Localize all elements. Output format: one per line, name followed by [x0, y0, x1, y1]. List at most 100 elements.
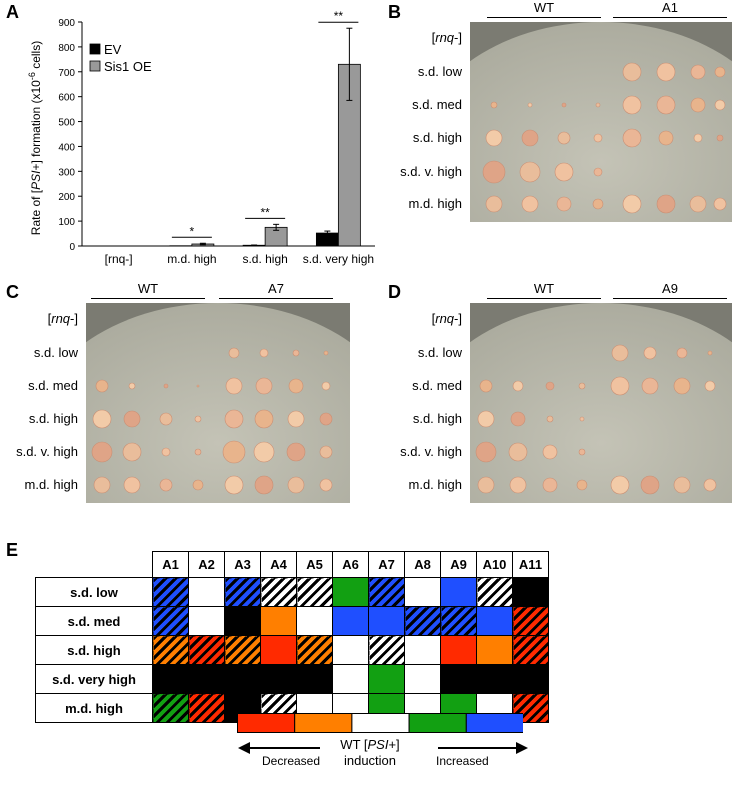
heatmap-cell — [332, 664, 369, 694]
arrow-right-icon — [516, 742, 528, 754]
colony-spot — [542, 477, 558, 493]
heatmap-row-label: s.d. med — [35, 606, 153, 636]
plate-row-label: s.d. low — [417, 345, 462, 360]
panel-letter-e: E — [6, 540, 19, 560]
colony-spot — [557, 131, 571, 145]
colony-spot — [477, 410, 495, 428]
colony-spot — [610, 376, 630, 396]
heatmap-cell — [260, 664, 297, 694]
heatmap-cell — [152, 664, 189, 694]
colony-spot — [595, 102, 601, 108]
scale-title-italic: PSI — [367, 737, 389, 752]
legend-swatch — [89, 60, 101, 72]
colony-spot — [510, 411, 526, 427]
strain-label: A7 — [268, 281, 284, 296]
heatmap-column-label: A9 — [440, 551, 477, 578]
colony-spot — [228, 347, 240, 359]
colony-spot — [622, 128, 642, 148]
legend-swatch — [89, 43, 101, 55]
heatmap-column-label: A8 — [404, 551, 441, 578]
colony-spot — [225, 377, 243, 395]
heatmap-cell — [260, 606, 297, 636]
heatmap-row-label: s.d. low — [35, 577, 153, 607]
heatmap-row-label: m.d. high — [35, 693, 153, 723]
plate-row-label: s.d. med — [412, 97, 462, 112]
colony-spot — [222, 440, 246, 464]
colony-spot — [482, 160, 506, 184]
strain-underline — [219, 298, 333, 299]
colony-spot — [477, 476, 495, 494]
colony-spot — [704, 380, 716, 392]
plate-row-label: s.d. low — [33, 345, 78, 360]
colony-spot — [479, 379, 493, 393]
heatmap-cell — [332, 635, 369, 665]
plate-row-label: s.d. high — [28, 411, 78, 426]
colony-spot — [123, 410, 141, 428]
strain-label: WT — [533, 0, 555, 15]
plate-row-label: s.d. v. high — [16, 444, 78, 459]
colony-spot — [714, 99, 726, 111]
heatmap-cell — [296, 635, 333, 665]
heatmap-cell — [332, 577, 369, 607]
heatmap-cell — [404, 577, 441, 607]
colony-spot — [545, 381, 555, 391]
heatmap-cell — [152, 577, 189, 607]
colony-spot — [192, 479, 204, 491]
heatmap-cell — [152, 693, 189, 723]
y-tick-label: 600 — [58, 93, 75, 104]
heatmap-column-label: A4 — [260, 551, 297, 578]
strain-underline — [613, 298, 727, 299]
heatmap-cell — [512, 606, 549, 636]
plate-row-label: s.d. med — [412, 378, 462, 393]
x-tick-label: s.d. very high — [303, 252, 374, 266]
colony-spot — [196, 384, 200, 388]
colony-spot — [576, 479, 588, 491]
heatmap-cell — [512, 577, 549, 607]
colony-spot — [292, 349, 300, 357]
x-axis-labels: [rnq-] m.d. high s.d. high s.d. very high — [105, 252, 374, 266]
colony-spot — [319, 412, 333, 426]
plate-row-label: m.d. high — [24, 477, 78, 492]
heatmap-cell — [260, 577, 297, 607]
scale-title-post: +] — [388, 737, 400, 752]
heatmap-cell — [188, 664, 225, 694]
legend-label: Sis1 OE — [104, 59, 152, 74]
colony-spot — [95, 379, 109, 393]
agar-plate — [470, 303, 732, 503]
plate-row-label: s.d. low — [417, 64, 462, 79]
colony-spot — [658, 130, 674, 146]
heatmap-column-label: A5 — [296, 551, 333, 578]
strain-underline — [487, 17, 601, 18]
colony-spot — [643, 346, 657, 360]
y-tick-label: 500 — [58, 118, 75, 129]
colony-spot — [508, 442, 528, 462]
colony-spot — [542, 444, 558, 460]
colony-spot — [578, 448, 586, 456]
strain-label: A1 — [662, 0, 678, 15]
colony-spot — [593, 133, 603, 143]
colony-spot — [693, 133, 703, 143]
heatmap-cell — [440, 635, 477, 665]
heatmap-cell — [296, 606, 333, 636]
colony-spot — [159, 412, 173, 426]
color-scale-bar — [237, 713, 525, 733]
heatmap-cell — [296, 664, 333, 694]
colony-spot — [676, 347, 688, 359]
x-tick-label: m.d. high — [167, 252, 216, 266]
heatmap-cell — [188, 577, 225, 607]
y-axis-label: Rate of [PSI+] formation (x10-6 cells) — [27, 41, 43, 235]
colony-spot — [714, 66, 726, 78]
colony-spot — [123, 476, 141, 494]
bars: ***** — [169, 9, 361, 247]
plate-row-label: [rnq-] — [431, 311, 462, 326]
colony-spot — [287, 476, 305, 494]
y-tick-label: 300 — [58, 167, 75, 178]
scale-arrows — [238, 742, 528, 754]
colony-spot — [122, 442, 142, 462]
colony-spot — [622, 95, 642, 115]
heatmap-cell — [368, 606, 405, 636]
heatmap-cell — [476, 664, 513, 694]
scale-title-pre: WT [ — [340, 737, 368, 752]
color-scale-swatch — [237, 713, 296, 733]
colony-spot — [713, 197, 727, 211]
